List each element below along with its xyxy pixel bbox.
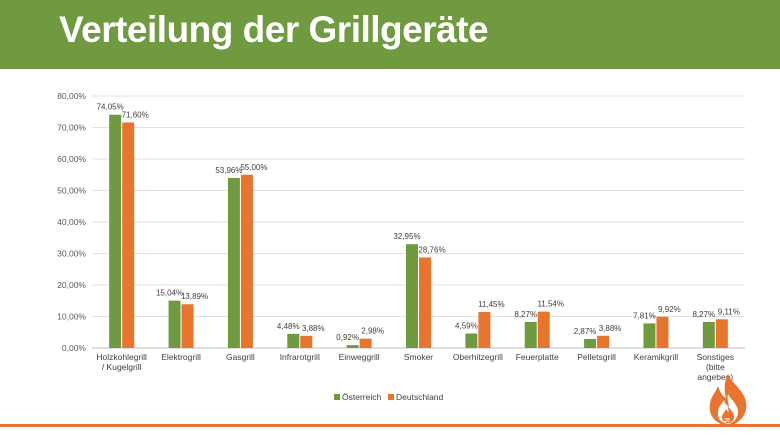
- data-label: 9,11%: [718, 307, 740, 316]
- data-label: 13,89%: [181, 292, 208, 301]
- bottom-divider: [0, 424, 780, 427]
- bar-deutschland: [181, 304, 194, 348]
- bar-deutschland: [300, 335, 313, 348]
- y-tick-label: 0,00%: [62, 343, 87, 353]
- bar-deutschland: [537, 311, 550, 348]
- data-label: 8,27%: [514, 310, 537, 319]
- bar-oesterreich: [227, 178, 240, 348]
- x-tick-label: Feuerplatte: [516, 352, 559, 362]
- x-tick-label: angeben): [697, 372, 733, 382]
- data-label: 32,95%: [393, 232, 420, 241]
- bar-oesterreich: [406, 244, 418, 348]
- y-tick-label: 40,00%: [57, 217, 86, 227]
- y-tick-label: 70,00%: [57, 123, 86, 133]
- data-label: 0,92%: [336, 333, 359, 342]
- data-label: 74,05%: [97, 103, 124, 112]
- data-label: 53,96%: [215, 166, 242, 175]
- page-title: Verteilung der Grillgeräte: [59, 9, 489, 50]
- data-label: 28,76%: [418, 245, 445, 254]
- data-label: 4,48%: [277, 322, 300, 331]
- bar-oesterreich: [346, 345, 359, 348]
- data-label: 8,27%: [692, 310, 715, 319]
- data-label: 2,87%: [574, 327, 597, 336]
- bar-deutschland: [597, 335, 610, 348]
- bar-oesterreich: [524, 321, 537, 348]
- legend-swatch: [388, 394, 394, 400]
- data-label: 7,81%: [633, 311, 656, 320]
- bar-deutschland: [240, 174, 253, 348]
- data-label: 15,04%: [156, 289, 183, 298]
- data-label: 3,88%: [302, 324, 325, 333]
- data-label: 9,92%: [658, 305, 681, 314]
- bar-oesterreich: [702, 321, 715, 348]
- bar-deutschland: [478, 311, 491, 348]
- bar-deutschland: [419, 257, 431, 348]
- x-tick-label: (bitte: [706, 362, 725, 372]
- data-label: 71,60%: [122, 110, 149, 119]
- y-tick-label: 10,00%: [57, 312, 86, 322]
- x-tick-label: Smoker: [404, 352, 433, 362]
- bar-oesterreich: [584, 338, 597, 348]
- bar-oesterreich: [643, 323, 656, 348]
- bar-deutschland: [715, 319, 728, 348]
- bar-deutschland: [656, 316, 669, 348]
- bar-oesterreich: [168, 300, 181, 348]
- flame-icon: [709, 374, 747, 426]
- data-label: 2,98%: [361, 327, 384, 336]
- bar-chart: 0,00% 10,00% 20,00% 30,00% 40,00% 50,00% 60,00…: [57, 91, 745, 402]
- bar-oesterreich: [109, 114, 122, 349]
- y-tick-label: 80,00%: [57, 91, 86, 101]
- y-tick-label: 20,00%: [57, 280, 86, 290]
- bar-deutschland: [122, 122, 135, 349]
- x-tick-label: Pelletsgrill: [577, 352, 616, 362]
- page-number: 28: [724, 418, 730, 424]
- x-tick-label: Infrarotgrill: [280, 352, 320, 362]
- x-tick-label: Elektrogrill: [161, 352, 201, 362]
- header-bar: Verteilung der Grillgeräte: [0, 0, 780, 69]
- y-tick-label: 50,00%: [57, 186, 86, 196]
- data-label: 55,00%: [240, 163, 267, 172]
- legend-swatch: [334, 394, 340, 400]
- x-tick-label: Oberhitzegrill: [453, 352, 503, 362]
- bar-oesterreich: [465, 333, 478, 348]
- x-tick-label: Einweggrill: [339, 352, 380, 362]
- legend-label: Deutschland: [396, 392, 444, 402]
- bar-deutschland: [359, 338, 372, 348]
- legend-label: Österreich: [342, 392, 381, 402]
- x-tick-label: Keramikgrill: [634, 352, 679, 362]
- bar-oesterreich: [287, 333, 300, 348]
- data-label: 3,88%: [599, 324, 622, 333]
- y-tick-label: 60,00%: [57, 154, 86, 164]
- x-tick-label: / Kugelgrill: [102, 362, 142, 372]
- y-tick-label: 30,00%: [57, 249, 86, 259]
- data-label: 4,59%: [455, 322, 478, 331]
- data-label: 11,54%: [537, 300, 564, 309]
- x-tick-label: Gasgrill: [226, 352, 255, 362]
- data-label: 11,45%: [478, 300, 505, 309]
- x-tick-label: Holzkohlegrill: [96, 352, 147, 362]
- x-tick-label: Sonstiges: [697, 352, 734, 362]
